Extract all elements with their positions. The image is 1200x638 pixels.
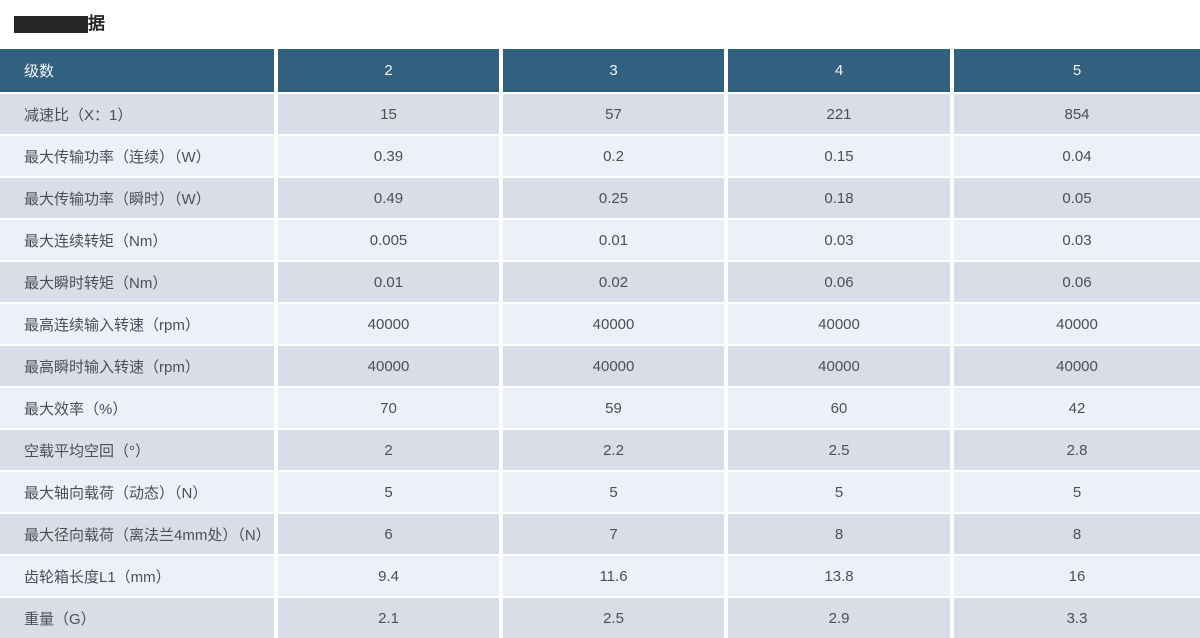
header-cell-col-5: 5 [954,49,1200,92]
row-label: 齿轮箱长度L1（mm） [0,556,274,596]
value-cell: 16 [954,556,1200,596]
value-cell: 3.3 [954,598,1200,638]
value-cell: 40000 [954,346,1200,386]
row-label: 最高连续输入转速（rpm） [0,304,274,344]
value-cell: 0.03 [728,220,950,260]
value-cell: 9.4 [278,556,499,596]
value-cell: 0.005 [278,220,499,260]
value-cell: 0.06 [954,262,1200,302]
value-cell: 40000 [503,304,724,344]
value-cell: 0.02 [503,262,724,302]
value-cell: 2.5 [503,598,724,638]
row-label: 最大传输功率（连续）（W） [0,136,274,176]
header-cell-col-4: 4 [728,49,950,92]
row-label: 重量（G） [0,598,274,638]
page-title-visible-char: 据 [88,14,105,33]
value-cell: 2.1 [278,598,499,638]
value-cell: 70 [278,388,499,428]
header-cell-row-label: 级数 [0,49,274,92]
value-cell: 40000 [278,304,499,344]
value-cell: 57 [503,94,724,134]
title-redaction-box [14,15,88,33]
value-cell: 0.01 [278,262,499,302]
value-cell: 0.25 [503,178,724,218]
value-cell: 40000 [503,346,724,386]
value-cell: 0.06 [728,262,950,302]
header-cell-col-2: 2 [278,49,499,92]
row-label: 减速比（X：1） [0,94,274,134]
value-cell: 5 [954,472,1200,512]
page-title: 据 [14,13,105,35]
value-cell: 7 [503,514,724,554]
value-cell: 0.18 [728,178,950,218]
value-cell: 13.8 [728,556,950,596]
row-label: 最大连续转矩（Nm） [0,220,274,260]
value-cell: 5 [503,472,724,512]
spec-table: 级数 2 3 4 5 减速比（X：1） 15 57 221 854 最大传输功率（连续）（W） 0.3… [0,49,1200,638]
value-cell: 2.2 [503,430,724,470]
value-cell: 221 [728,94,950,134]
value-cell: 59 [503,388,724,428]
value-cell: 11.6 [503,556,724,596]
value-cell: 8 [954,514,1200,554]
value-cell: 0.49 [278,178,499,218]
value-cell: 2 [278,430,499,470]
value-cell: 0.2 [503,136,724,176]
value-cell: 6 [278,514,499,554]
value-cell: 5 [728,472,950,512]
value-cell: 8 [728,514,950,554]
value-cell: 40000 [954,304,1200,344]
row-label: 最大瞬时转矩（Nm） [0,262,274,302]
row-label: 最大效率（%） [0,388,274,428]
value-cell: 2.5 [728,430,950,470]
value-cell: 2.9 [728,598,950,638]
value-cell: 0.39 [278,136,499,176]
value-cell: 854 [954,94,1200,134]
value-cell: 40000 [278,346,499,386]
row-label: 最大轴向载荷（动态）（N） [0,472,274,512]
value-cell: 40000 [728,346,950,386]
value-cell: 2.8 [954,430,1200,470]
value-cell: 15 [278,94,499,134]
header-cell-col-3: 3 [503,49,724,92]
value-cell: 40000 [728,304,950,344]
row-label: 最大径向载荷（离法兰4mm处）（N） [0,514,274,554]
value-cell: 42 [954,388,1200,428]
value-cell: 5 [278,472,499,512]
row-label: 空载平均空回（°） [0,430,274,470]
row-label: 最高瞬时输入转速（rpm） [0,346,274,386]
value-cell: 60 [728,388,950,428]
value-cell: 0.01 [503,220,724,260]
value-cell: 0.15 [728,136,950,176]
value-cell: 0.03 [954,220,1200,260]
value-cell: 0.04 [954,136,1200,176]
row-label: 最大传输功率（瞬时）（W） [0,178,274,218]
value-cell: 0.05 [954,178,1200,218]
